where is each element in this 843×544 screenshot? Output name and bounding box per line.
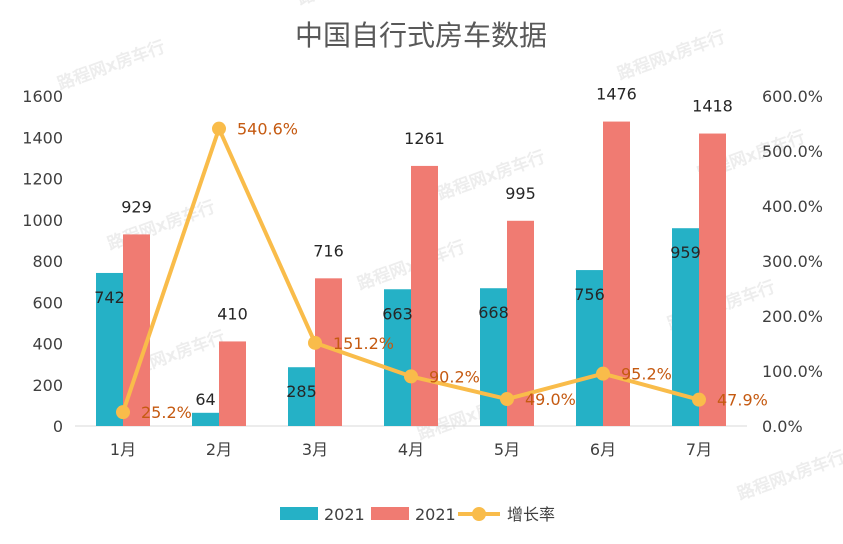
growth-point — [308, 335, 322, 350]
legend-label-2021-b: 2021 — [415, 505, 456, 524]
legend-marker-growth — [472, 507, 486, 521]
growth-point — [500, 392, 514, 407]
growth-label: 540.6% — [237, 120, 298, 139]
y-right-tick-label: 200.0% — [762, 307, 823, 326]
bar-2021-b-label: 1261 — [404, 129, 445, 148]
growth-point — [404, 369, 418, 384]
growth-label: 25.2% — [141, 403, 192, 422]
growth-line — [116, 121, 706, 420]
watermark-text: 路程网x房车行 — [615, 26, 728, 84]
legend-label-growth: 增长率 — [507, 505, 555, 524]
x-tick-label: 7月 — [686, 440, 712, 459]
y-right-tick-label: 400.0% — [762, 197, 823, 216]
bar-2021-a-label: 64 — [195, 390, 215, 409]
growth-label: 90.2% — [429, 367, 480, 386]
y-left-tick-label: 600 — [32, 293, 63, 312]
bar-2021-b-label: 929 — [121, 197, 152, 216]
bar-2021-b — [219, 341, 246, 426]
bars — [96, 121, 726, 426]
y-right-tick-label: 600.0% — [762, 87, 823, 106]
legend-swatch-2021-b — [371, 507, 409, 520]
bar-2021-b-label: 1418 — [692, 97, 733, 116]
bar-2021-a — [96, 272, 123, 426]
bar-2021-a — [288, 367, 315, 426]
bar-2021-b-label: 1476 — [596, 85, 637, 104]
legend-swatch-2021-a — [280, 507, 318, 520]
y-left-tick-label: 1200 — [22, 170, 63, 189]
watermark-text: 路程网x房车行 — [735, 446, 843, 504]
x-tick-label: 5月 — [494, 440, 520, 459]
x-tick-label: 4月 — [398, 440, 424, 459]
bar-2021-b-label: 995 — [505, 184, 536, 203]
growth-label: 95.2% — [621, 365, 672, 384]
axes: 0 200 400 600 800 1000 1200 1400 1600 0.0% 100.0% 2… — [22, 87, 823, 459]
growth-point — [212, 121, 226, 136]
growth-label: 49.0% — [525, 390, 576, 409]
legend: 2021 2021 增长率 — [280, 505, 555, 524]
legend-label-2021-a: 2021 — [324, 505, 365, 524]
bar-2021-b-label: 410 — [217, 304, 248, 323]
bar-2021-a-label: 285 — [286, 382, 317, 401]
y-left-tick-label: 1400 — [22, 128, 63, 147]
bar-2021-b-label: 716 — [313, 241, 344, 260]
chart-title: 中国自行式房车数据 — [295, 19, 547, 52]
bar-2021-a-label: 663 — [382, 304, 413, 323]
y-left-tick-label: 800 — [32, 252, 63, 271]
bar-2021-a-label: 959 — [670, 243, 701, 262]
growth-point — [116, 405, 130, 420]
watermark-text: 路程网x房车行 — [55, 36, 168, 94]
bar-2021-a-label: 668 — [478, 303, 509, 322]
y-right-tick-label: 500.0% — [762, 142, 823, 161]
x-tick-label: 6月 — [590, 440, 616, 459]
growth-point — [692, 392, 706, 407]
growth-label: 151.2% — [333, 334, 394, 353]
bar-2021-a — [576, 270, 603, 426]
bar-2021-b — [699, 133, 726, 426]
y-right-tick-label: 0.0% — [762, 417, 803, 436]
x-tick-label: 3月 — [302, 440, 328, 459]
bar-2021-a-label: 742 — [94, 288, 125, 307]
bar-2021-a-label: 756 — [574, 285, 605, 304]
y-right-tick-label: 300.0% — [762, 252, 823, 271]
y-right-tick-label: 100.0% — [762, 362, 823, 381]
x-tick-label: 2月 — [206, 440, 232, 459]
bar-2021-b — [411, 165, 438, 426]
data-labels: 742 929 64 410 285 716 663 1261 668 995 756 1476 959… — [94, 85, 768, 423]
y-left-tick-label: 400 — [32, 335, 63, 354]
y-left-tick-label: 1000 — [22, 211, 63, 230]
y-left-tick-label: 0 — [53, 417, 63, 436]
growth-point — [596, 366, 610, 381]
y-left-tick-label: 200 — [32, 376, 63, 395]
bar-2021-a — [384, 289, 411, 426]
y-left-tick-label: 1600 — [22, 87, 63, 106]
x-tick-label: 1月 — [110, 440, 136, 459]
growth-label: 47.9% — [717, 391, 768, 410]
watermark-text: 路程网x房车行 — [295, 0, 408, 10]
bar-2021-a — [192, 412, 219, 426]
